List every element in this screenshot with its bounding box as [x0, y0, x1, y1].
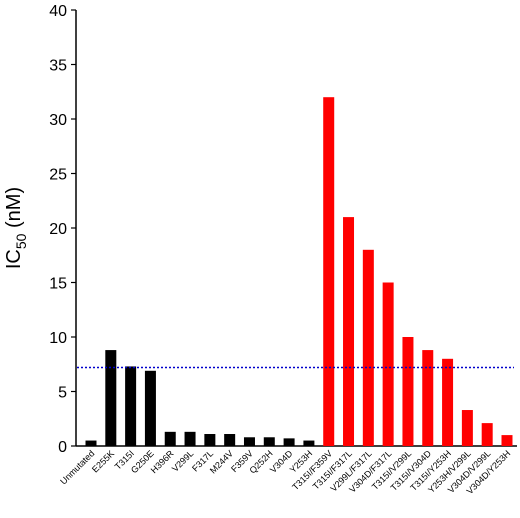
bar: [461, 410, 473, 446]
bar: [442, 358, 454, 446]
category-label: H396R: [149, 448, 176, 475]
bar: [402, 337, 414, 446]
bar: [224, 434, 236, 446]
bar: [303, 440, 315, 446]
category-label: V299L: [170, 448, 195, 473]
bar: [501, 435, 513, 446]
y-tick-label: 15: [49, 276, 67, 293]
bar: [362, 249, 374, 446]
y-tick-label: 5: [58, 385, 67, 402]
category-label: E255K: [90, 448, 116, 474]
bar: [323, 97, 335, 446]
bar: [283, 438, 295, 446]
bar: [164, 431, 176, 446]
bar: [243, 437, 255, 446]
bar: [85, 440, 97, 446]
y-tick-label: 35: [49, 58, 67, 75]
bar: [144, 370, 156, 446]
bar: [125, 366, 137, 446]
y-tick-label: 0: [58, 439, 67, 456]
bar: [105, 350, 117, 446]
y-tick-label: 10: [49, 330, 67, 347]
bar: [204, 434, 216, 446]
y-tick-label: 40: [49, 3, 67, 20]
y-tick-label: 20: [49, 221, 67, 238]
bar: [184, 431, 196, 446]
bar: [422, 350, 434, 446]
y-axis-title-main: IC: [3, 249, 25, 269]
bar: [382, 282, 394, 446]
y-axis-title-unit: (nM): [3, 187, 25, 234]
y-axis-title: IC50 (nM): [3, 187, 29, 269]
bar: [263, 437, 275, 446]
y-tick-label: 30: [49, 112, 67, 129]
y-axis-title-subscript: 50: [13, 233, 29, 249]
bar: [343, 217, 355, 446]
bar: [481, 423, 493, 446]
y-tick-label: 25: [49, 167, 67, 184]
plot-area: 0510152025303540UnmutatedE255KT315IG250E…: [49, 3, 517, 496]
